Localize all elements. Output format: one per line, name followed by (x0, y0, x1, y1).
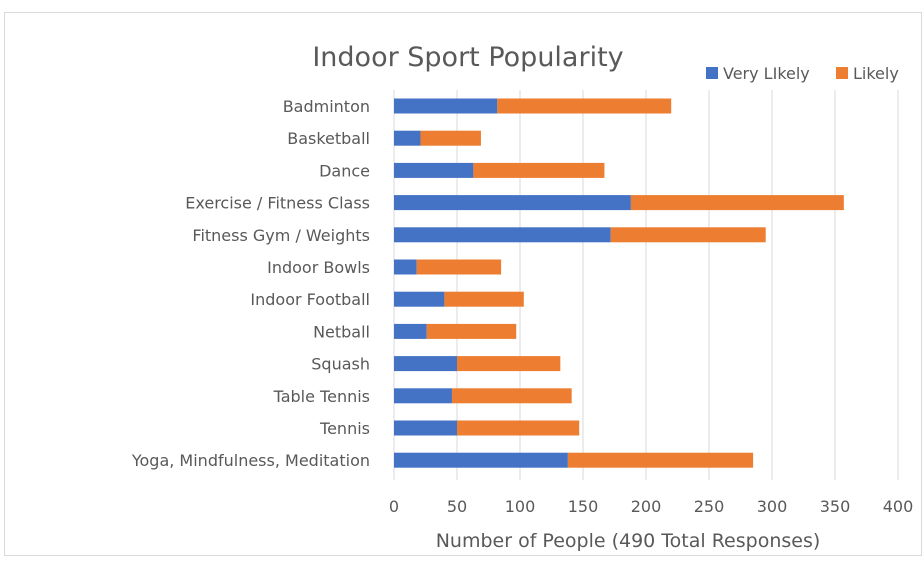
category-label: Indoor Bowls (267, 258, 370, 277)
category-label: Dance (319, 161, 370, 180)
x-tick-label: 200 (631, 497, 662, 516)
bar-segment (497, 98, 672, 114)
category-label: Squash (311, 355, 370, 374)
bar-segment (394, 259, 417, 275)
category-label: Tennis (319, 419, 370, 438)
legend-swatch (836, 67, 848, 79)
bar-segment (567, 452, 754, 468)
bar-segment (457, 356, 561, 372)
bar-segment (394, 388, 452, 404)
bar-segment (394, 420, 457, 436)
x-tick-labels: 0 50 100 150 200 250 300 350 400 (389, 497, 913, 516)
bar-segment (420, 130, 481, 146)
bar-segment (630, 195, 844, 211)
bar-segment (610, 227, 766, 243)
bar-segment (426, 323, 517, 339)
bar-segment (473, 162, 605, 178)
x-tick-label: 50 (447, 497, 467, 516)
legend-label: Likely (853, 64, 899, 83)
bar-segment (394, 356, 457, 372)
bar-segment (394, 98, 498, 114)
legend-swatch (706, 67, 718, 79)
bar-segment (394, 323, 427, 339)
category-label: Table Tennis (273, 387, 370, 406)
bar-segment (394, 162, 474, 178)
bar-segment (394, 291, 445, 307)
bar-segment (451, 388, 572, 404)
bar-segment (394, 227, 611, 243)
x-tick-label: 250 (694, 497, 725, 516)
category-label: Yoga, Mindfulness, Meditation (131, 451, 370, 470)
x-tick-label: 0 (389, 497, 399, 516)
category-label: Fitness Gym / Weights (192, 226, 370, 245)
bar-segment (416, 259, 502, 275)
bars (394, 98, 844, 468)
legend-label: Very LIkely (723, 64, 810, 83)
bar-segment (457, 420, 580, 436)
category-label: Indoor Football (250, 290, 370, 309)
bar-segment (444, 291, 524, 307)
bar-segment (394, 195, 631, 211)
x-axis-title: Number of People (490 Total Responses) (436, 530, 821, 552)
category-label: Netball (313, 322, 370, 341)
x-tick-label: 100 (505, 497, 536, 516)
category-label: Basketball (287, 129, 370, 148)
legend: Very LIkely Likely (706, 64, 899, 83)
x-tick-label: 350 (820, 497, 851, 516)
gridlines (393, 90, 899, 480)
category-label: Exercise / Fitness Class (185, 194, 370, 213)
x-tick-label: 300 (757, 497, 788, 516)
x-tick-label: 400 (883, 497, 914, 516)
bar-segment (394, 130, 421, 146)
x-tick-label: 150 (568, 497, 599, 516)
category-labels: Badminton Basketball Dance Exercise / Fitne… (131, 97, 370, 470)
chart-title: Indoor Sport Popularity (312, 42, 623, 73)
bar-segment (394, 452, 568, 468)
category-label: Badminton (283, 97, 370, 116)
